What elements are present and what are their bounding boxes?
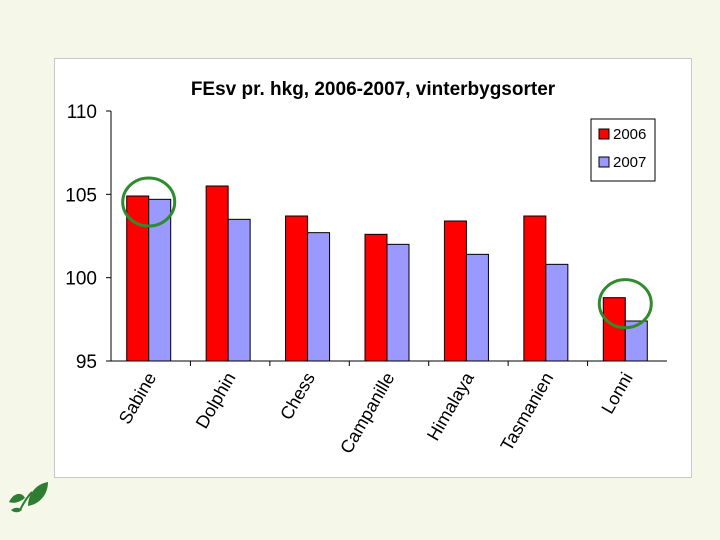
bar-2007-dolphin xyxy=(227,218,251,362)
highlight-circle-lonni xyxy=(597,278,653,330)
y-tick-label: 105 xyxy=(65,185,97,206)
bar-2007-campanille xyxy=(386,243,410,362)
bar-2006-tasmanien xyxy=(523,215,547,362)
highlight-circle-sabine xyxy=(121,176,177,228)
legend-label: 2007 xyxy=(613,154,646,171)
x-tick-label: Lonni xyxy=(597,369,636,417)
legend-swatch xyxy=(598,156,610,168)
bar-2006-campanille xyxy=(364,233,388,362)
bar-2006-sabine xyxy=(126,195,150,362)
bar-2006-dolphin xyxy=(205,185,229,362)
x-tick-label: Chess xyxy=(276,369,319,423)
x-tick-label: Dolphin xyxy=(192,369,240,432)
bar-2006-himalaya xyxy=(443,220,467,362)
bar-chart: FEsv pr. hkg, 2006-2007, vinterbygsorter… xyxy=(65,79,667,457)
x-tick-label: Campanille xyxy=(336,369,398,457)
y-tick-label: 95 xyxy=(76,352,97,373)
y-tick-label: 100 xyxy=(65,269,97,290)
y-tick-label: 110 xyxy=(67,102,97,123)
chart-title: FEsv pr. hkg, 2006-2007, vinterbygsorter xyxy=(191,79,556,100)
x-tick-label: Sabine xyxy=(115,369,160,428)
chart-panel: FEsv pr. hkg, 2006-2007, vinterbygsorter… xyxy=(54,58,692,478)
bar-2007-himalaya xyxy=(465,253,489,362)
legend-label: 2006 xyxy=(613,126,646,143)
bar-2007-chess xyxy=(307,232,331,362)
bar-2006-lonni xyxy=(602,297,626,362)
leaf-logo-icon xyxy=(9,482,48,513)
legend-swatch xyxy=(598,128,610,140)
x-tick-label: Himalaya xyxy=(423,368,478,444)
bar-2007-tasmanien xyxy=(545,263,569,362)
x-tick-label: Tasmanien xyxy=(496,369,557,454)
bar-2006-chess xyxy=(285,215,309,362)
